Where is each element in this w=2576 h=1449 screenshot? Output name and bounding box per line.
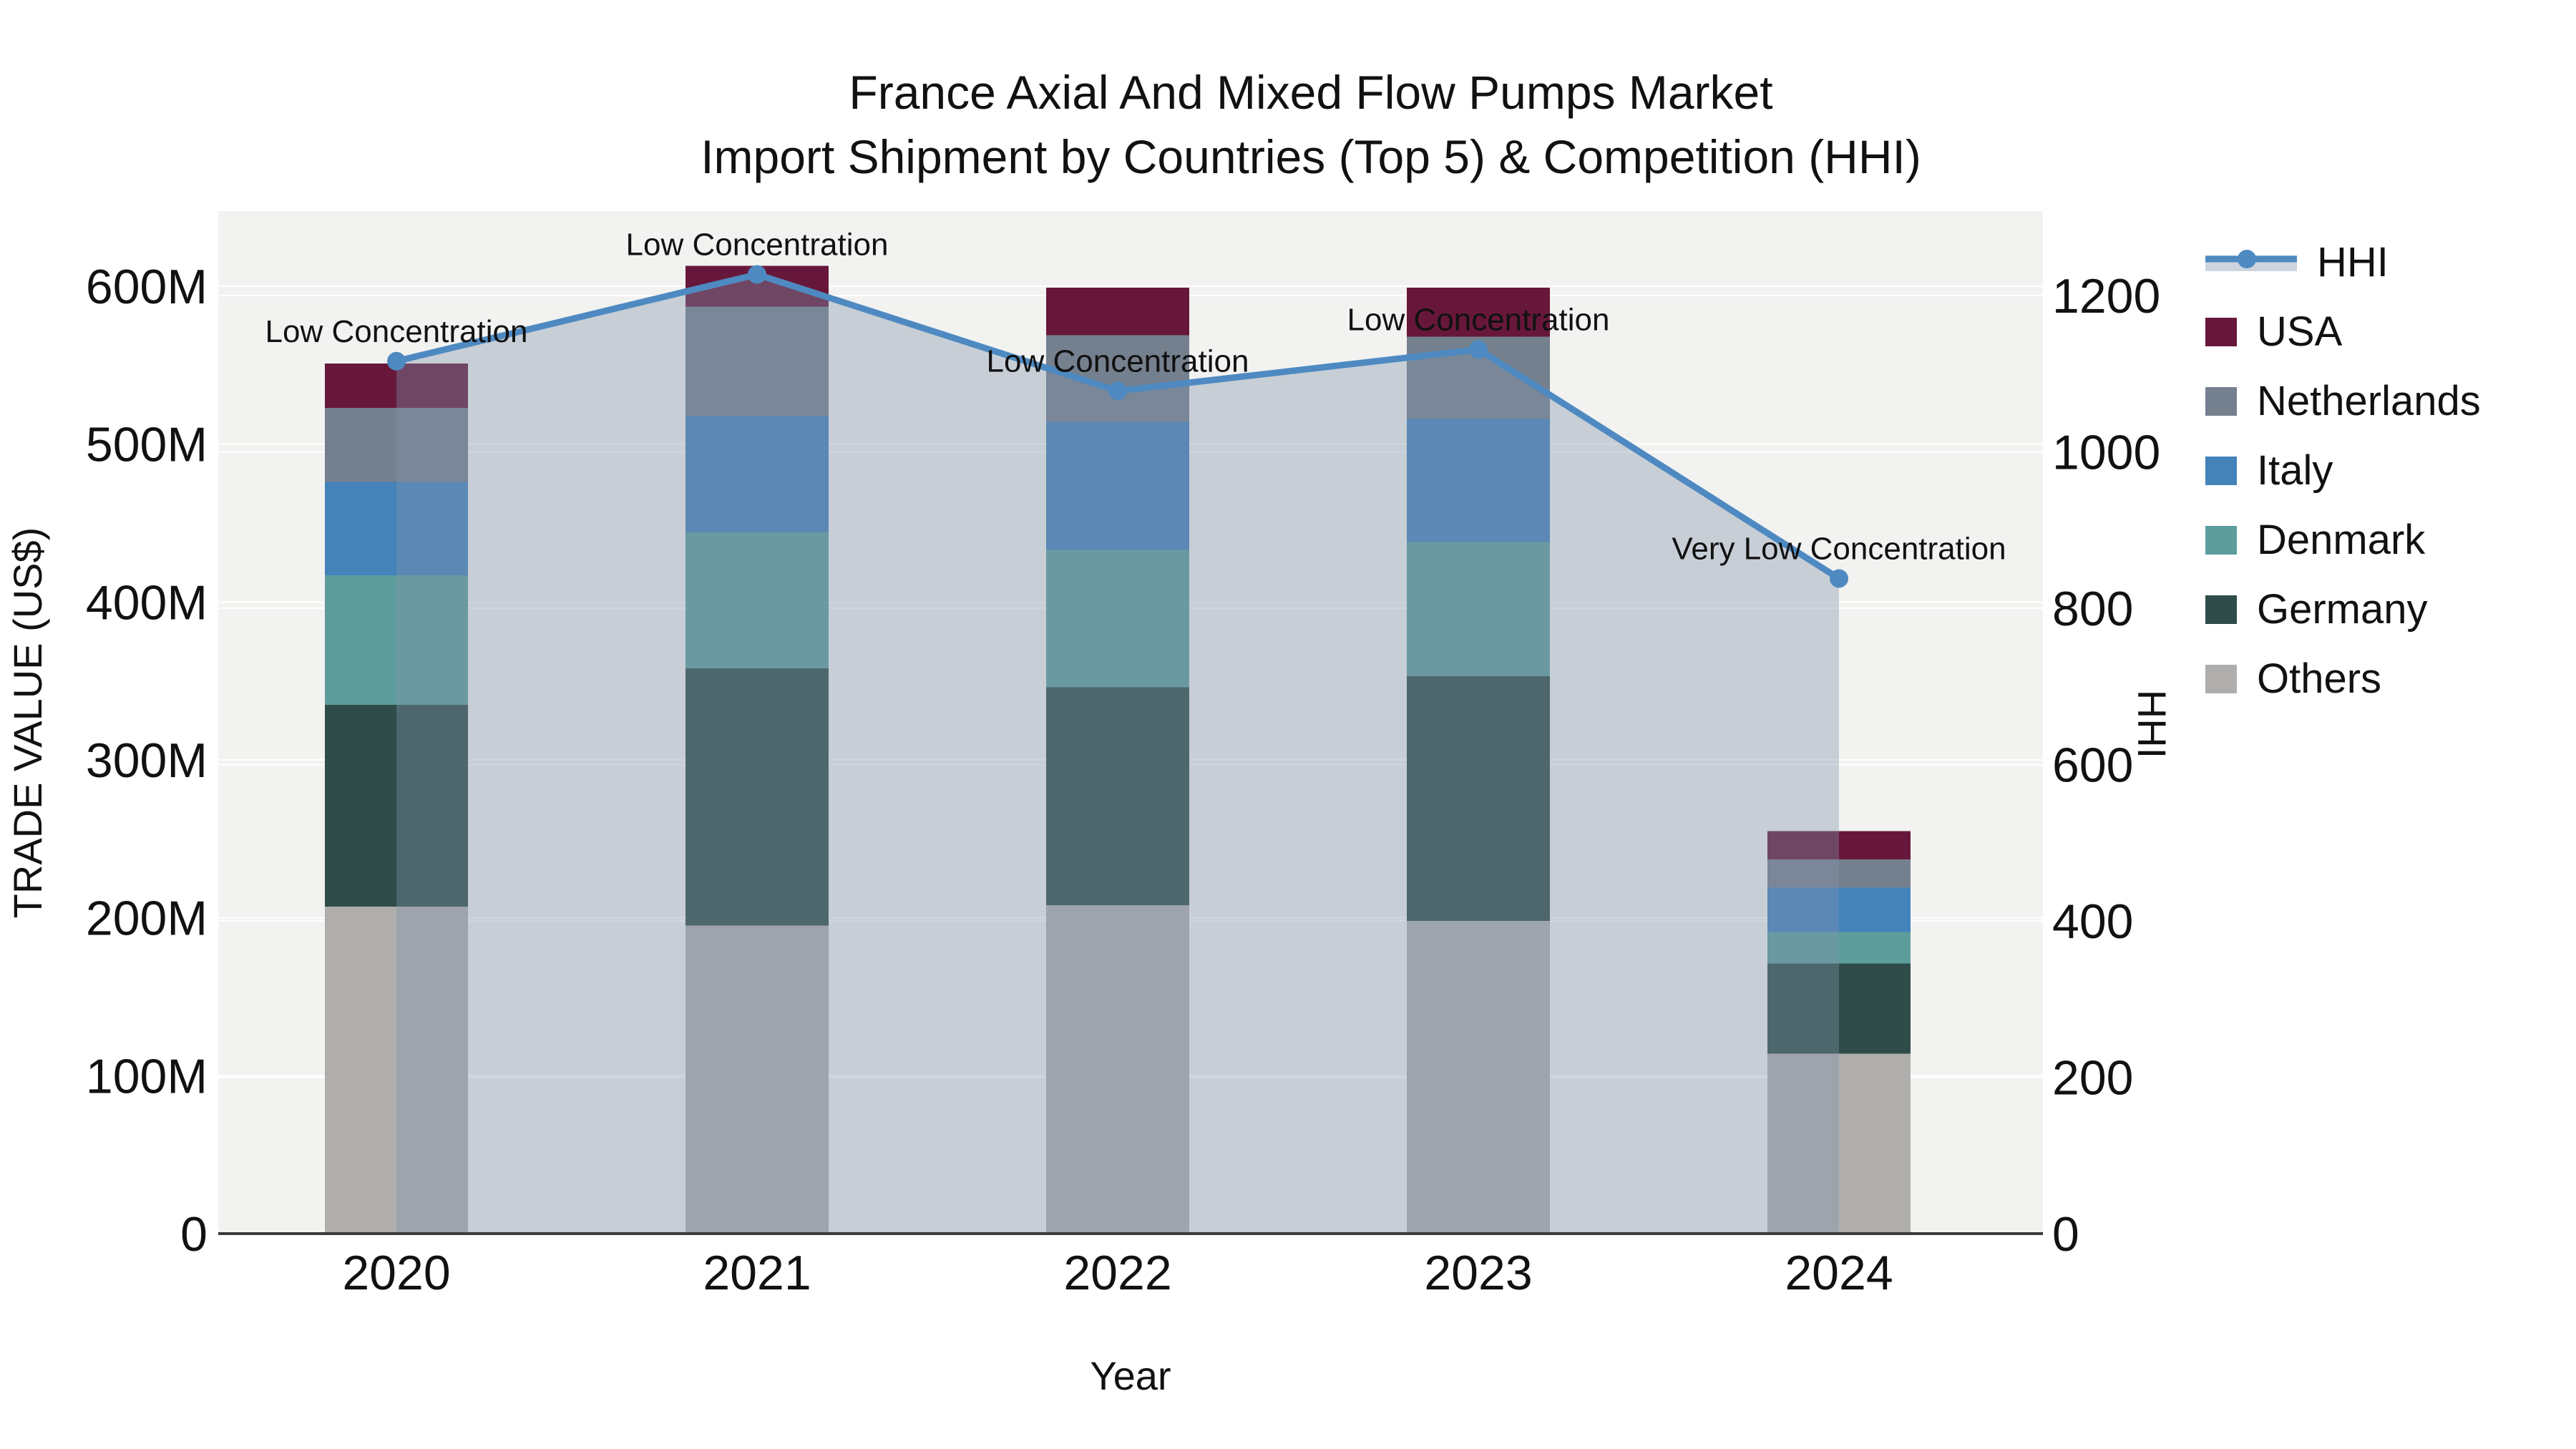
right-tick-400: 400 xyxy=(2052,894,2133,949)
bar-segment-others-2020[interactable] xyxy=(325,907,468,1234)
bar-segment-others-2024[interactable] xyxy=(1767,1053,1911,1234)
annotation-2020: Low Concentration xyxy=(265,314,528,349)
x-tick-2023: 2023 xyxy=(1424,1246,1532,1300)
legend-label: Germany xyxy=(2257,586,2428,633)
hhi-line-sample-icon xyxy=(2205,247,2297,278)
annotation-2021: Low Concentration xyxy=(626,228,889,263)
legend-swatch-usa xyxy=(2205,317,2237,346)
legend-item-denmark[interactable]: Denmark xyxy=(2205,505,2481,575)
tick-labels-layer: 0 100M 200M 300M 400M 500M 600M 0 200 400 600 800 10… xyxy=(86,260,2160,1300)
bar-segment-usa-2020[interactable] xyxy=(325,364,468,408)
bar-segment-germany-2021[interactable] xyxy=(686,668,829,926)
legend-label: Italy xyxy=(2257,447,2333,494)
bar-segment-usa-2022[interactable] xyxy=(1046,288,1189,336)
x-tick-2022: 2022 xyxy=(1063,1246,1171,1300)
legend: HHI USA Netherlands Italy Denmark Germany Othe… xyxy=(2205,228,2481,713)
hhi-area-fill xyxy=(396,274,1839,1234)
annotation-2022: Low Concentration xyxy=(987,343,1249,379)
chart-title-line2: Import Shipment by Countries (Top 5) & C… xyxy=(701,130,1921,183)
legend-swatch-others xyxy=(2205,664,2237,693)
hhi-marker-2020[interactable] xyxy=(387,351,406,371)
hhi-marker-2021[interactable] xyxy=(748,265,766,284)
left-tick-200M: 200M xyxy=(86,892,208,946)
bar-segment-italy-2021[interactable] xyxy=(686,415,829,533)
right-axis-title: HHI xyxy=(2129,690,2175,758)
legend-item-usa[interactable]: USA xyxy=(2205,297,2481,366)
bar-segment-usa-2023[interactable] xyxy=(1407,288,1550,337)
left-tick-400M: 400M xyxy=(86,575,208,630)
bar-segment-denmark-2023[interactable] xyxy=(1407,542,1550,677)
left-tick-100M: 100M xyxy=(86,1049,208,1103)
right-tick-200: 200 xyxy=(2052,1051,2133,1106)
bar-segment-germany-2023[interactable] xyxy=(1407,676,1550,922)
bar-segment-others-2023[interactable] xyxy=(1407,921,1550,1234)
legend-label: HHI xyxy=(2317,239,2389,286)
bar-segment-others-2022[interactable] xyxy=(1046,905,1189,1234)
legend-item-hhi[interactable]: HHI xyxy=(2205,228,2481,297)
annotation-2023: Low Concentration xyxy=(1347,302,1610,337)
bar-segment-denmark-2020[interactable] xyxy=(325,575,468,705)
hhi-area-layer xyxy=(396,274,1839,1234)
right-tick-600: 600 xyxy=(2052,738,2133,793)
legend-label: Netherlands xyxy=(2257,378,2481,424)
annotations-layer: Low Concentration Low Concentration Low Co… xyxy=(265,228,2006,567)
right-tick-1200: 1200 xyxy=(2052,269,2160,323)
legend-item-netherlands[interactable]: Netherlands xyxy=(2205,366,2481,436)
bar-segment-germany-2020[interactable] xyxy=(325,704,468,907)
bar-segment-usa-2024[interactable] xyxy=(1767,831,1911,860)
legend-swatch-denmark xyxy=(2205,525,2237,555)
hhi-marker-2023[interactable] xyxy=(1469,340,1488,359)
bar-segment-denmark-2022[interactable] xyxy=(1046,550,1189,688)
legend-swatch-italy xyxy=(2205,456,2237,485)
hhi-marker-2022[interactable] xyxy=(1108,381,1127,401)
bar-segment-italy-2022[interactable] xyxy=(1046,421,1189,550)
bar-segment-germany-2022[interactable] xyxy=(1046,687,1189,906)
bar-segment-netherlands-2021[interactable] xyxy=(686,306,829,416)
bar-segment-netherlands-2024[interactable] xyxy=(1767,859,1911,888)
x-tick-2020: 2020 xyxy=(342,1246,450,1300)
right-tick-800: 800 xyxy=(2052,582,2133,636)
bar-segment-italy-2024[interactable] xyxy=(1767,887,1911,932)
bar-segment-others-2021[interactable] xyxy=(686,925,829,1234)
left-tick-500M: 500M xyxy=(86,418,208,472)
bar-segment-italy-2023[interactable] xyxy=(1407,419,1550,542)
bar-segment-denmark-2021[interactable] xyxy=(686,532,829,669)
annotation-2024: Very Low Concentration xyxy=(1672,531,2006,566)
hhi-marker-2024[interactable] xyxy=(1830,569,1848,588)
bar-segment-italy-2020[interactable] xyxy=(325,482,468,575)
bar-segment-denmark-2024[interactable] xyxy=(1767,932,1911,964)
x-tick-2021: 2021 xyxy=(703,1246,811,1300)
right-tick-1000: 1000 xyxy=(2052,426,2160,480)
left-axis-title: TRADE VALUE (US$) xyxy=(5,527,50,919)
legend-swatch-netherlands xyxy=(2205,386,2237,416)
legend-item-italy[interactable]: Italy xyxy=(2205,436,2481,505)
hhi-line-layer xyxy=(387,265,1848,588)
legend-label: Denmark xyxy=(2257,517,2426,563)
legend-label: USA xyxy=(2257,308,2343,355)
left-tick-0: 0 xyxy=(180,1207,208,1262)
bar-segment-germany-2024[interactable] xyxy=(1767,963,1911,1054)
x-tick-2024: 2024 xyxy=(1785,1246,1893,1300)
chart-title-line1: France Axial And Mixed Flow Pumps Market xyxy=(849,66,1772,119)
x-axis-title: Year xyxy=(1090,1353,1171,1398)
legend-label: Others xyxy=(2257,655,2382,702)
legend-item-others[interactable]: Others xyxy=(2205,644,2481,713)
legend-swatch-germany xyxy=(2205,595,2237,624)
left-tick-300M: 300M xyxy=(86,733,208,788)
left-tick-600M: 600M xyxy=(86,260,208,314)
legend-item-germany[interactable]: Germany xyxy=(2205,575,2481,644)
bar-segment-netherlands-2020[interactable] xyxy=(325,407,468,482)
right-tick-0: 0 xyxy=(2052,1207,2079,1262)
